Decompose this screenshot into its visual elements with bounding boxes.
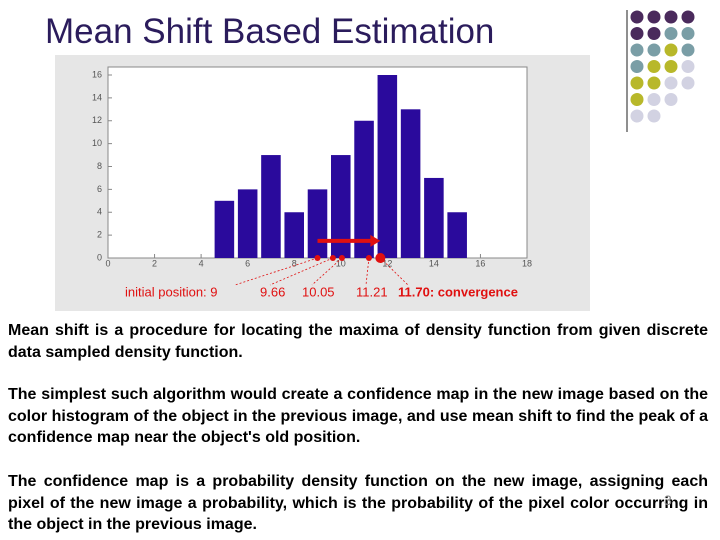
dot (664, 60, 678, 73)
bar (331, 155, 351, 258)
position-dot (338, 255, 345, 261)
y-tick-label: 4 (97, 207, 102, 217)
y-tick-label: 14 (92, 92, 102, 102)
bar (284, 212, 304, 258)
dot (647, 10, 661, 24)
dot (630, 27, 644, 40)
bar (447, 212, 467, 258)
dot (681, 76, 695, 90)
y-tick-label: 0 (97, 252, 102, 262)
x-tick-label: 18 (522, 258, 532, 268)
dot (664, 10, 678, 24)
annotation-label: 11.70: convergence (398, 284, 518, 299)
y-tick-label: 2 (97, 230, 102, 240)
decoration (630, 10, 695, 123)
x-tick-label: 14 (429, 258, 439, 268)
bar (354, 120, 374, 258)
bar (237, 189, 258, 258)
position-dot (329, 255, 336, 261)
y-tick-label: 10 (92, 138, 102, 148)
bar (307, 189, 328, 258)
leader-line (234, 257, 318, 286)
bar (377, 75, 398, 258)
annotation-label: 10.05 (302, 284, 335, 299)
dot (664, 43, 678, 57)
dot (647, 76, 661, 90)
dot (647, 93, 661, 106)
bar (214, 200, 235, 258)
dot (630, 93, 644, 106)
dot (630, 60, 644, 73)
dot (681, 10, 695, 24)
chart: 0 2 4 6 8 10 12 14 16 0 2 4 6 8 10 12 14 16 18 initial posi… (55, 10, 695, 311)
arrow-head (370, 234, 381, 247)
annotation-label: initial position: 9 (125, 284, 218, 299)
bar (424, 177, 444, 258)
position-dot (375, 253, 386, 263)
y-tick-label: 8 (97, 161, 102, 171)
y-tick-label: 12 (92, 115, 102, 125)
leader-line (380, 257, 409, 286)
annotation-label: 9.66 (260, 284, 285, 299)
position-dot (314, 255, 321, 261)
x-tick-label: 2 (152, 258, 157, 268)
bar (400, 109, 421, 258)
dot (664, 27, 678, 40)
leader-line (269, 257, 334, 286)
dot (630, 109, 644, 123)
leader-line (365, 257, 370, 286)
dot (664, 76, 678, 90)
paragraph: The simplest such algorithm would create… (8, 386, 708, 446)
dot (681, 60, 695, 73)
bar (261, 155, 281, 258)
dot (647, 109, 661, 123)
dot (630, 10, 644, 24)
paragraph: Mean shift is a procedure for locating t… (8, 322, 708, 361)
slide-number: 3 (664, 492, 672, 508)
x-tick-label: 10 (336, 258, 346, 268)
dot (681, 27, 695, 40)
x-tick-label: 0 (105, 258, 110, 268)
position-dot (365, 255, 372, 261)
dot (647, 60, 661, 73)
paragraph: The confidence map is a probability dens… (8, 473, 708, 533)
y-tick-label: 6 (97, 184, 102, 194)
slide-title: Mean Shift Based Estimation (45, 12, 495, 51)
x-tick-label: 6 (245, 258, 250, 268)
y-tick-label: 16 (92, 69, 102, 79)
dot (647, 43, 661, 57)
annotation-label: 11.21 (356, 284, 388, 299)
dot (630, 43, 644, 57)
x-tick-label: 12 (382, 258, 392, 268)
leader-line (311, 257, 343, 286)
x-tick-label: 8 (292, 258, 297, 268)
dot (647, 27, 661, 40)
dot (681, 43, 695, 57)
dot (664, 93, 678, 106)
x-tick-label: 4 (199, 258, 204, 268)
x-tick-label: 16 (475, 258, 485, 268)
dot (630, 76, 644, 90)
